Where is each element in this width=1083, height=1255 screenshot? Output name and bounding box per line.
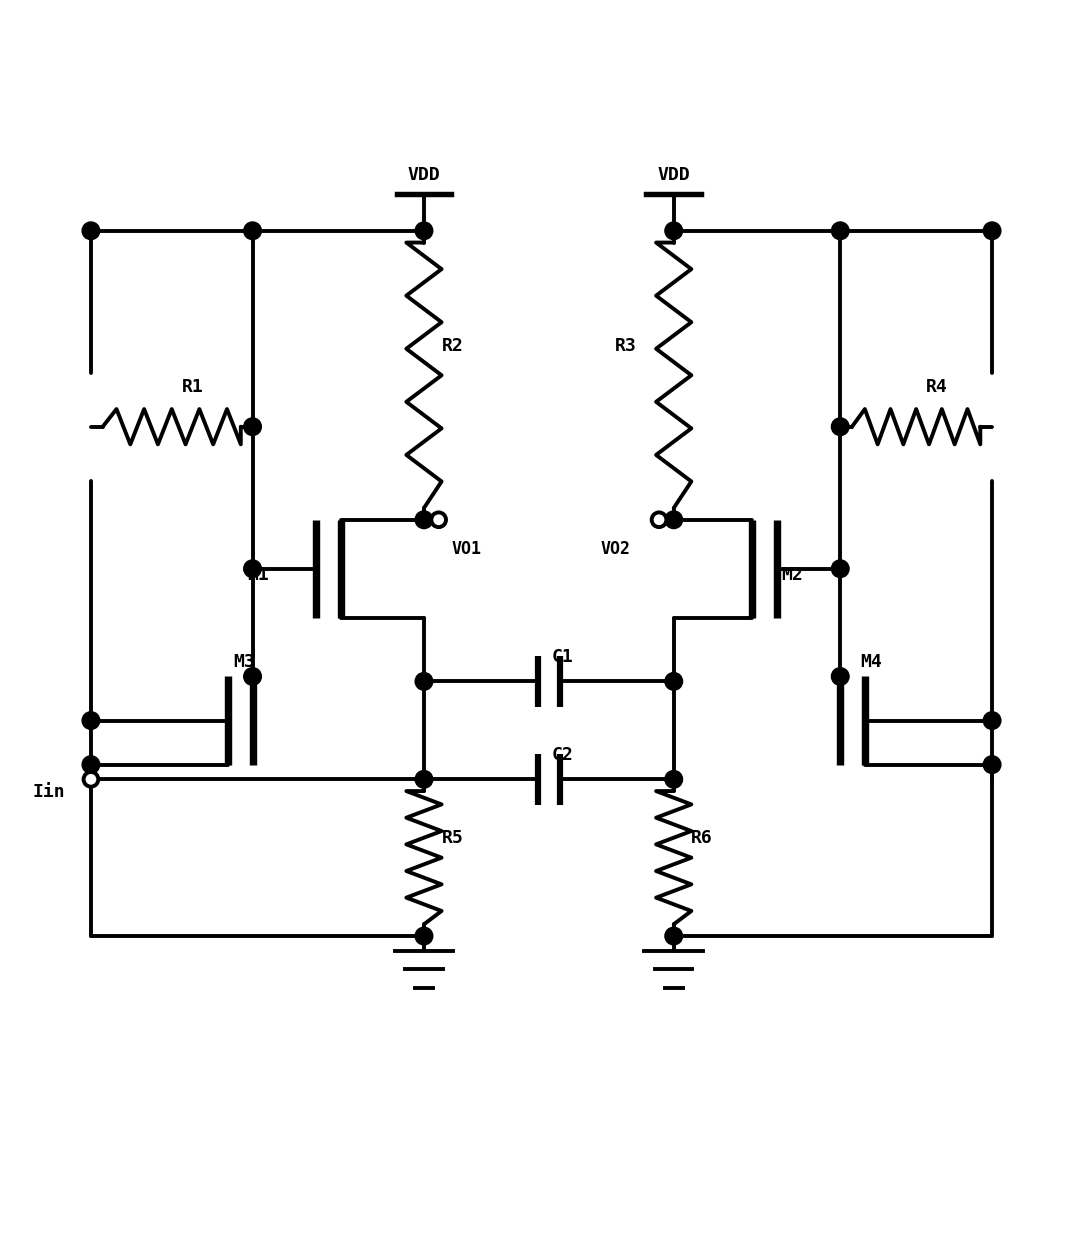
Text: M4: M4 bbox=[860, 653, 882, 670]
Circle shape bbox=[832, 418, 849, 435]
Circle shape bbox=[415, 771, 433, 788]
Circle shape bbox=[665, 222, 682, 240]
Text: M1: M1 bbox=[248, 566, 270, 585]
Circle shape bbox=[82, 756, 100, 773]
Circle shape bbox=[415, 927, 433, 945]
Text: VDD: VDD bbox=[657, 166, 690, 183]
Circle shape bbox=[983, 712, 1001, 729]
Text: M3: M3 bbox=[233, 653, 255, 670]
Circle shape bbox=[665, 673, 682, 690]
Circle shape bbox=[832, 222, 849, 240]
Circle shape bbox=[832, 668, 849, 685]
Text: Iin: Iin bbox=[32, 783, 65, 801]
Text: M2: M2 bbox=[782, 566, 804, 585]
Circle shape bbox=[832, 560, 849, 577]
Circle shape bbox=[665, 511, 682, 528]
Circle shape bbox=[82, 222, 100, 240]
Text: R4: R4 bbox=[926, 379, 948, 397]
Text: VDD: VDD bbox=[407, 166, 441, 183]
Text: R3: R3 bbox=[615, 336, 637, 355]
Circle shape bbox=[244, 222, 261, 240]
Circle shape bbox=[431, 512, 446, 527]
Text: R5: R5 bbox=[442, 830, 464, 847]
Circle shape bbox=[244, 418, 261, 435]
Circle shape bbox=[82, 712, 100, 729]
Circle shape bbox=[244, 668, 261, 685]
Text: R1: R1 bbox=[182, 379, 204, 397]
Circle shape bbox=[665, 771, 682, 788]
Text: R6: R6 bbox=[691, 830, 713, 847]
Circle shape bbox=[83, 772, 99, 787]
Circle shape bbox=[415, 222, 433, 240]
Circle shape bbox=[415, 511, 433, 528]
Circle shape bbox=[665, 927, 682, 945]
Text: C1: C1 bbox=[551, 648, 573, 666]
Circle shape bbox=[244, 560, 261, 577]
Text: VO1: VO1 bbox=[452, 540, 481, 558]
Circle shape bbox=[983, 222, 1001, 240]
Circle shape bbox=[983, 756, 1001, 773]
Circle shape bbox=[652, 512, 666, 527]
Text: R2: R2 bbox=[442, 336, 464, 355]
Text: C2: C2 bbox=[551, 745, 573, 764]
Circle shape bbox=[415, 673, 433, 690]
Text: VO2: VO2 bbox=[600, 540, 630, 558]
